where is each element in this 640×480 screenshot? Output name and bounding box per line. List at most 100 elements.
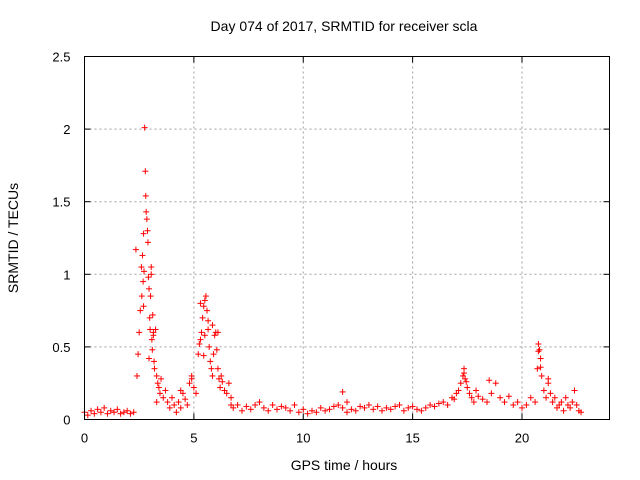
ticks [84, 56, 610, 420]
data-point [348, 406, 355, 413]
data-point [196, 340, 203, 347]
data-point [551, 394, 558, 401]
data-point [84, 412, 91, 419]
data-point [370, 406, 377, 413]
data-point [256, 399, 263, 406]
plot-frame [84, 56, 610, 420]
data-point [457, 380, 464, 387]
data-point [278, 403, 285, 410]
data-point [148, 271, 155, 278]
data-point [455, 387, 462, 394]
data-point [339, 388, 346, 395]
data-point [201, 332, 208, 339]
data-point [197, 336, 204, 343]
data-point [239, 407, 245, 414]
data-point [252, 401, 259, 408]
data-point [418, 407, 425, 414]
data-point [473, 387, 480, 394]
data-point [405, 404, 412, 411]
data-point [143, 208, 150, 215]
data-point [223, 390, 230, 397]
data-point [335, 401, 342, 408]
data-point [562, 394, 569, 401]
data-point [260, 404, 267, 411]
data-point [534, 365, 541, 372]
data-point [146, 285, 153, 292]
data-point [127, 410, 134, 417]
data-point [540, 387, 547, 394]
data-point [206, 343, 213, 350]
data-point [519, 404, 525, 411]
data-point [214, 365, 221, 372]
data-point [177, 387, 184, 394]
data-point [547, 390, 554, 397]
data-point [120, 409, 127, 416]
data-point [154, 380, 161, 387]
data-point [535, 348, 542, 355]
y-tick-labels: 0 0.5 1 1.5 2 2.5 [52, 50, 70, 428]
data-point [228, 401, 235, 408]
data-point [198, 329, 205, 336]
data-point [124, 407, 131, 414]
data-point [309, 407, 315, 414]
data-point [287, 407, 294, 414]
x-tick-label: 15 [405, 431, 419, 446]
data-point [569, 399, 576, 406]
data-point [136, 329, 143, 336]
x-tick-labels: 0 5 10 15 20 [81, 431, 529, 446]
y-tick-label: 2.5 [52, 50, 70, 65]
data-point [147, 326, 154, 333]
data-point [199, 314, 206, 321]
data-point [365, 401, 372, 408]
data-point [150, 332, 157, 339]
chart-title: Day 074 of 2017, SRMTID for receiver scl… [211, 18, 478, 34]
grid [84, 56, 610, 420]
data-point [214, 329, 221, 336]
data-point [535, 340, 542, 347]
data-point [88, 407, 95, 414]
data-point [451, 396, 458, 403]
data-point [134, 372, 140, 379]
data-point [147, 293, 154, 300]
data-point [470, 399, 477, 406]
data-point [175, 399, 182, 406]
data-point [148, 264, 155, 271]
data-point [567, 404, 574, 411]
data-point [135, 351, 142, 358]
data-point [94, 406, 101, 413]
data-point [228, 394, 235, 401]
data-point [197, 300, 204, 307]
data-point [247, 406, 254, 413]
data-point [142, 192, 149, 199]
data-point [339, 404, 346, 411]
data-point [164, 399, 171, 406]
data-point [204, 307, 210, 314]
data-point [188, 375, 195, 382]
data-point [219, 378, 226, 385]
data-point [177, 404, 184, 411]
data-point [195, 351, 202, 358]
data-point [140, 303, 147, 310]
data-point [549, 399, 556, 406]
data-point [218, 372, 225, 379]
data-point [313, 409, 320, 416]
data-point [146, 314, 153, 321]
data-point [144, 227, 151, 234]
data-point [209, 322, 216, 329]
data-point [208, 365, 215, 372]
data-point [543, 394, 550, 401]
data-point [117, 410, 124, 417]
data-point [444, 401, 451, 408]
data-point [205, 326, 212, 333]
data-point [213, 346, 220, 353]
data-point [209, 372, 216, 379]
data-point [217, 384, 224, 391]
data-point [138, 264, 145, 271]
data-point [422, 404, 429, 411]
data-point [571, 387, 578, 394]
data-point [326, 406, 333, 413]
x-tick-label: 0 [81, 431, 88, 446]
y-tick-label: 0.5 [52, 340, 70, 355]
data-point [162, 387, 169, 394]
